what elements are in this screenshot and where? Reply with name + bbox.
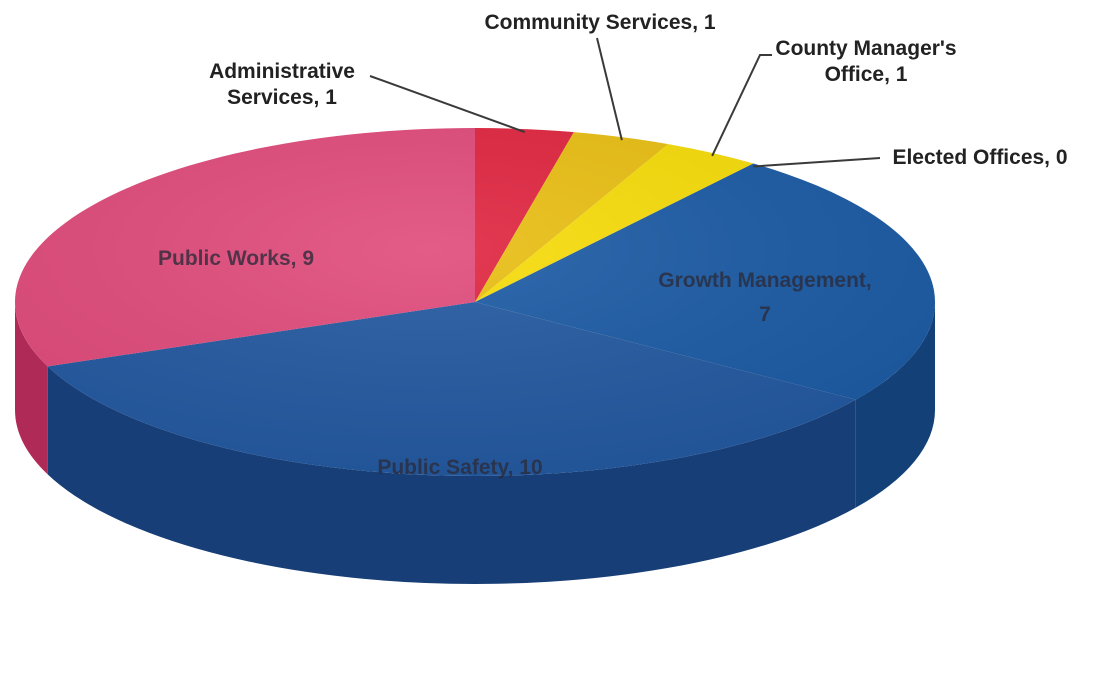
data-label-community-services: Community Services, 1 <box>484 11 715 34</box>
data-label-county-manager-s-office-line-1: County Manager's <box>775 37 956 60</box>
leader-line-administrative-services <box>369 75 526 133</box>
pie-sheen <box>15 128 935 476</box>
leader-line-elected-offices <box>753 157 881 168</box>
leader-lines <box>369 37 881 168</box>
data-label-growth-management-line-2: 7 <box>759 303 771 326</box>
leader-line-county-manager-s-office <box>711 54 772 157</box>
data-label-growth-management-line-1: Growth Management, <box>658 269 872 292</box>
data-label-administrative-services-line-2: Services, 1 <box>227 86 337 109</box>
pie-side-public-works <box>15 302 48 475</box>
data-label-administrative-services-line-1: Administrative <box>209 60 355 83</box>
pie-side-public-safety <box>47 366 856 584</box>
data-label-county-manager-s-office-line-2: Office, 1 <box>825 63 908 86</box>
pie-sides <box>15 302 935 584</box>
data-labels: Administrative Services, 1 Community Servi… <box>158 11 1068 479</box>
leader-line-community-services <box>596 37 623 141</box>
data-label-elected-offices: Elected Offices, 0 <box>892 146 1067 169</box>
data-label-public-safety: Public Safety, 10 <box>377 456 542 479</box>
pie-top-sheen <box>15 128 935 476</box>
pie-side-growth-management <box>855 302 935 508</box>
data-label-public-works: Public Works, 9 <box>158 247 314 270</box>
